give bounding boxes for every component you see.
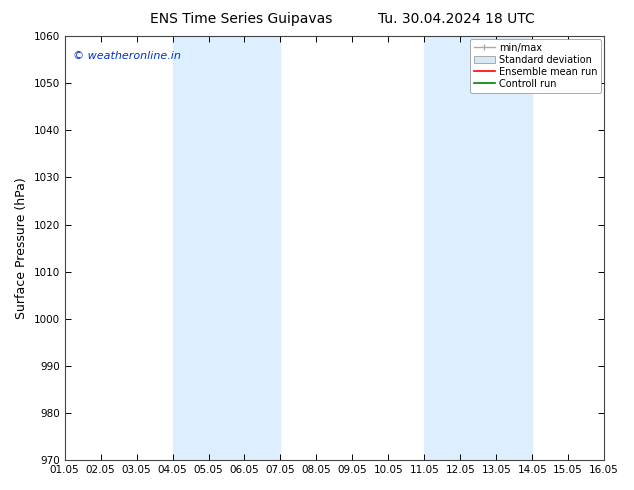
Legend: min/max, Standard deviation, Ensemble mean run, Controll run: min/max, Standard deviation, Ensemble me… [470,39,601,93]
Y-axis label: Surface Pressure (hPa): Surface Pressure (hPa) [15,177,28,319]
Text: Tu. 30.04.2024 18 UTC: Tu. 30.04.2024 18 UTC [378,12,535,26]
Text: © weatheronline.in: © weatheronline.in [73,51,181,61]
Bar [424,36,532,460]
Bar [172,36,280,460]
Text: ENS Time Series Guipavas: ENS Time Series Guipavas [150,12,332,26]
